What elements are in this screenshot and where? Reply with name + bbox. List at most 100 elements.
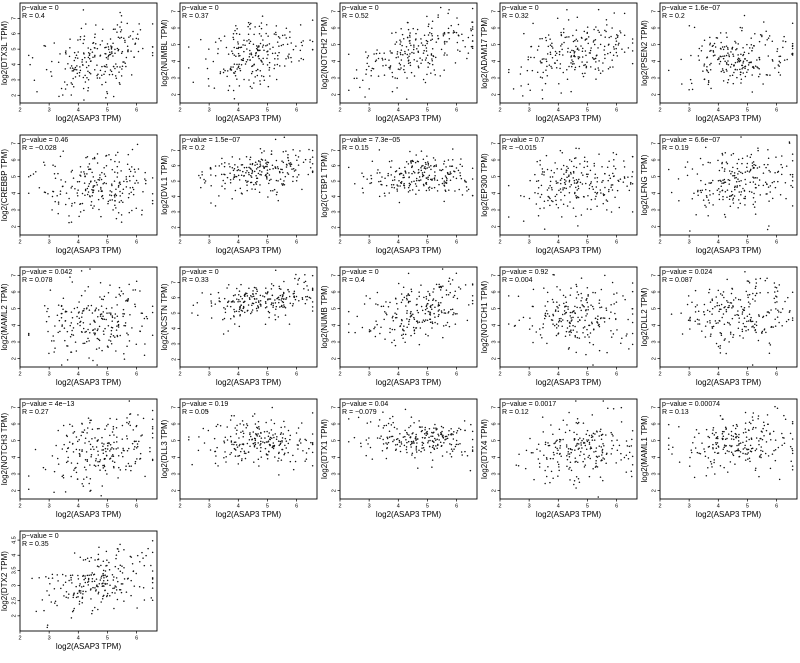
data-point — [85, 66, 88, 69]
data-point — [97, 464, 100, 467]
data-point — [541, 416, 544, 418]
data-point — [751, 47, 754, 49]
data-point — [259, 299, 262, 302]
p-value-label: p−value = 0.46 — [22, 137, 68, 144]
data-point — [426, 54, 429, 56]
data-point — [237, 168, 240, 171]
data-point — [124, 39, 126, 42]
data-point — [698, 47, 701, 50]
x-tick-label: 6 — [455, 372, 458, 378]
data-point — [427, 335, 429, 337]
data-point — [281, 168, 283, 171]
data-point — [395, 41, 398, 43]
data-point — [755, 437, 758, 439]
data-point — [750, 168, 752, 171]
data-point — [719, 320, 721, 322]
data-point — [561, 152, 564, 154]
data-point — [723, 46, 726, 48]
data-point — [109, 194, 111, 196]
data-point — [97, 315, 99, 318]
data-point — [738, 170, 740, 173]
data-point — [631, 38, 634, 40]
data-point — [712, 55, 715, 57]
data-point — [88, 309, 91, 311]
data-point — [417, 172, 419, 174]
data-point — [445, 289, 448, 291]
data-point — [228, 85, 231, 87]
data-point — [399, 450, 402, 453]
y-tick-label: 2 — [652, 93, 658, 96]
data-point — [86, 307, 88, 309]
data-point — [409, 425, 412, 427]
data-point — [698, 59, 700, 61]
data-point — [233, 46, 235, 49]
data-point — [101, 65, 103, 68]
data-point — [441, 455, 444, 457]
y-tick-label: 3 — [172, 210, 178, 213]
scatter-panel: 2 3 4 5 6 2 3 4 5 6 7 p−value = 0.7 R = −0.015 log2(A… — [480, 132, 640, 264]
data-point — [188, 436, 190, 438]
data-point — [260, 22, 263, 24]
data-point — [585, 54, 587, 57]
data-point — [414, 456, 416, 459]
data-point — [400, 318, 403, 321]
data-point — [54, 325, 56, 327]
data-point — [298, 60, 300, 62]
data-point — [109, 199, 111, 201]
data-point — [612, 435, 614, 437]
y-tick-label: 7 — [172, 149, 178, 152]
data-point — [755, 292, 758, 295]
data-point — [278, 285, 280, 288]
data-point — [128, 400, 131, 402]
data-point — [533, 478, 535, 481]
data-point — [311, 288, 314, 290]
data-point — [214, 450, 217, 453]
data-point — [95, 348, 98, 350]
data-point — [423, 167, 426, 169]
data-point — [438, 313, 440, 316]
data-point — [777, 64, 780, 66]
y-tick-label: 3 — [332, 76, 338, 79]
data-point — [410, 446, 412, 448]
data-point — [577, 478, 580, 480]
data-point — [398, 441, 401, 443]
data-point — [260, 174, 263, 176]
data-point — [93, 46, 96, 49]
data-point — [556, 301, 558, 303]
data-point — [573, 310, 575, 312]
data-point — [406, 318, 408, 320]
data-point — [781, 324, 783, 327]
y-tick-label: 2 — [12, 225, 18, 228]
data-point — [402, 329, 404, 331]
data-point — [586, 175, 588, 178]
data-point — [259, 161, 261, 163]
data-point — [406, 441, 408, 444]
data-point — [745, 290, 748, 293]
data-point — [389, 65, 392, 67]
data-point — [449, 179, 452, 181]
data-point — [758, 166, 761, 168]
x-tick-label: 3 — [48, 504, 51, 510]
data-point — [253, 82, 255, 84]
data-point — [389, 327, 391, 330]
data-point — [115, 154, 117, 156]
data-point — [715, 322, 717, 324]
data-point — [552, 301, 555, 303]
data-point — [400, 28, 402, 30]
data-point — [762, 83, 764, 85]
data-point — [369, 182, 371, 185]
y-axis-label: log2(NOTCH3 TPM) — [0, 413, 9, 486]
data-point — [783, 59, 786, 61]
data-point — [610, 431, 612, 434]
scatter-points — [347, 148, 474, 204]
data-point — [389, 66, 391, 68]
data-point — [267, 298, 269, 300]
data-point — [69, 423, 71, 426]
data-point — [112, 454, 114, 456]
data-point — [137, 414, 139, 416]
r-value-label: R = 0.33 — [182, 277, 209, 284]
data-point — [550, 65, 552, 68]
data-point — [754, 177, 757, 179]
data-point — [530, 45, 533, 48]
